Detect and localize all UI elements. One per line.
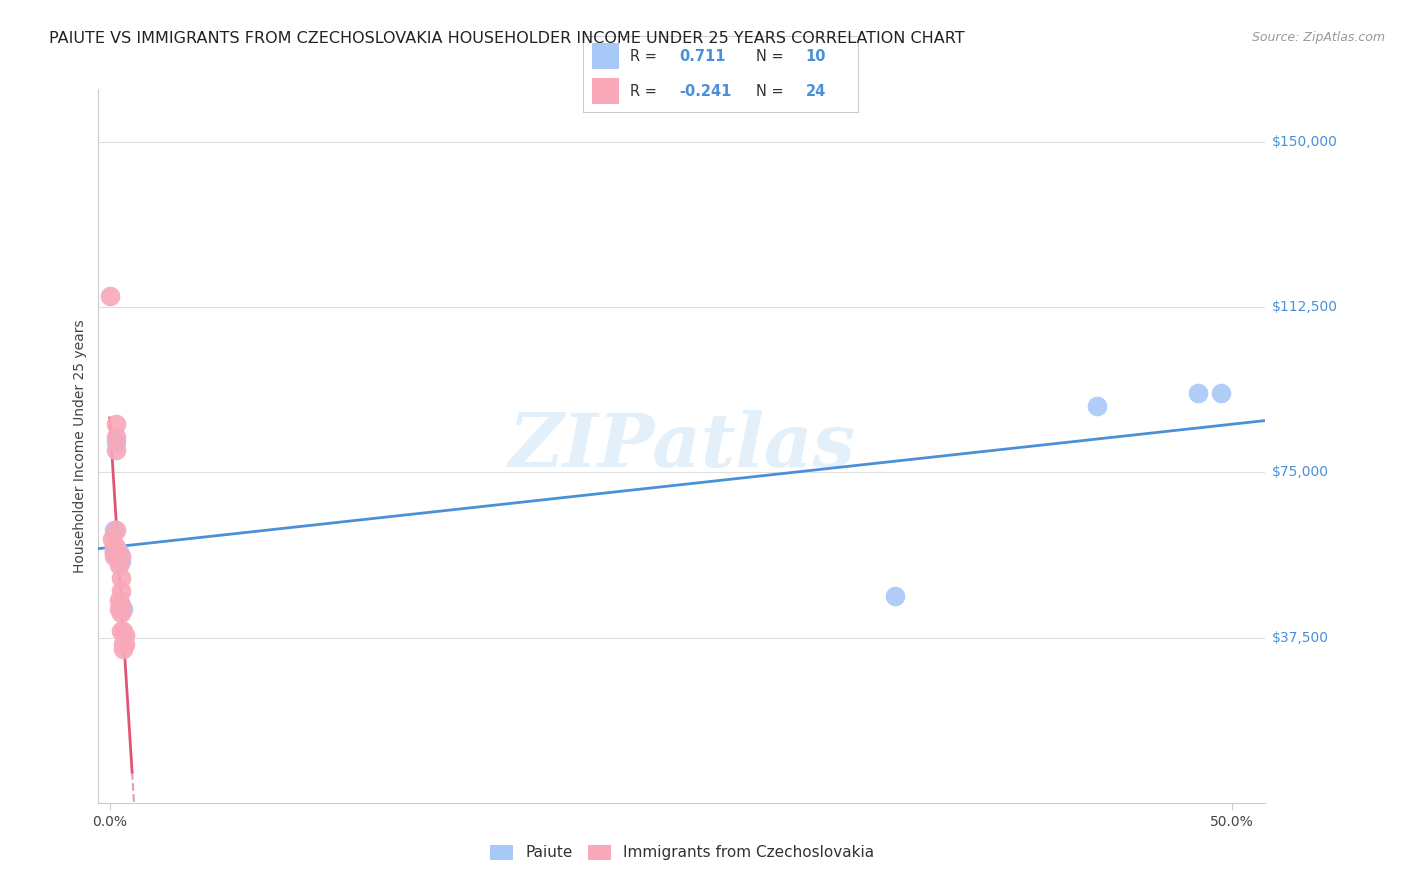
Point	[112, 602, 135, 616]
Text: Source: ZipAtlas.com: Source: ZipAtlas.com	[1251, 31, 1385, 45]
Point	[110, 553, 132, 567]
Text: N =: N =	[756, 49, 789, 63]
Bar	[592, 44, 619, 69]
Point	[114, 628, 136, 642]
Legend: Paiute, Immigrants from Czechoslovakia: Paiute, Immigrants from Czechoslovakia	[484, 838, 880, 866]
Y-axis label: Householder Income Under 25 years: Householder Income Under 25 years	[73, 319, 87, 573]
Text: $75,000: $75,000	[1272, 466, 1329, 479]
Point	[110, 584, 132, 599]
Text: $150,000: $150,000	[1272, 135, 1339, 149]
Point	[103, 549, 125, 563]
Point	[112, 637, 135, 651]
Point	[107, 593, 129, 607]
Text: $37,500: $37,500	[1272, 631, 1329, 645]
Point	[101, 532, 124, 546]
Point	[110, 624, 132, 638]
Text: N =: N =	[756, 84, 789, 98]
Point	[110, 607, 132, 621]
Text: ZIPatlas: ZIPatlas	[509, 409, 855, 483]
Point	[105, 541, 128, 555]
Point	[112, 641, 135, 656]
Point	[110, 571, 132, 585]
Point	[1209, 386, 1232, 401]
Text: 10: 10	[806, 49, 827, 63]
Point	[107, 558, 129, 572]
Point	[107, 545, 129, 559]
Point	[884, 589, 907, 603]
Point	[1085, 400, 1108, 414]
Point	[98, 289, 121, 303]
Point	[110, 598, 132, 612]
Point	[105, 430, 128, 444]
Point	[103, 545, 125, 559]
Point	[105, 417, 128, 431]
Point	[105, 523, 128, 537]
Bar	[592, 78, 619, 104]
Point	[103, 545, 125, 559]
Text: 24: 24	[806, 84, 825, 98]
Point	[1187, 386, 1209, 401]
Point	[114, 637, 136, 651]
Point	[105, 434, 128, 449]
Point	[112, 624, 135, 638]
Text: PAIUTE VS IMMIGRANTS FROM CZECHOSLOVAKIA HOUSEHOLDER INCOME UNDER 25 YEARS CORRE: PAIUTE VS IMMIGRANTS FROM CZECHOSLOVAKIA…	[49, 31, 965, 46]
Text: -0.241: -0.241	[679, 84, 733, 98]
Point	[105, 443, 128, 458]
Point	[110, 549, 132, 563]
Text: R =: R =	[630, 84, 662, 98]
Point	[107, 602, 129, 616]
Text: $112,500: $112,500	[1272, 301, 1339, 314]
Text: R =: R =	[630, 49, 662, 63]
Text: 0.711: 0.711	[679, 49, 725, 63]
Point	[103, 541, 125, 555]
Point	[103, 523, 125, 537]
